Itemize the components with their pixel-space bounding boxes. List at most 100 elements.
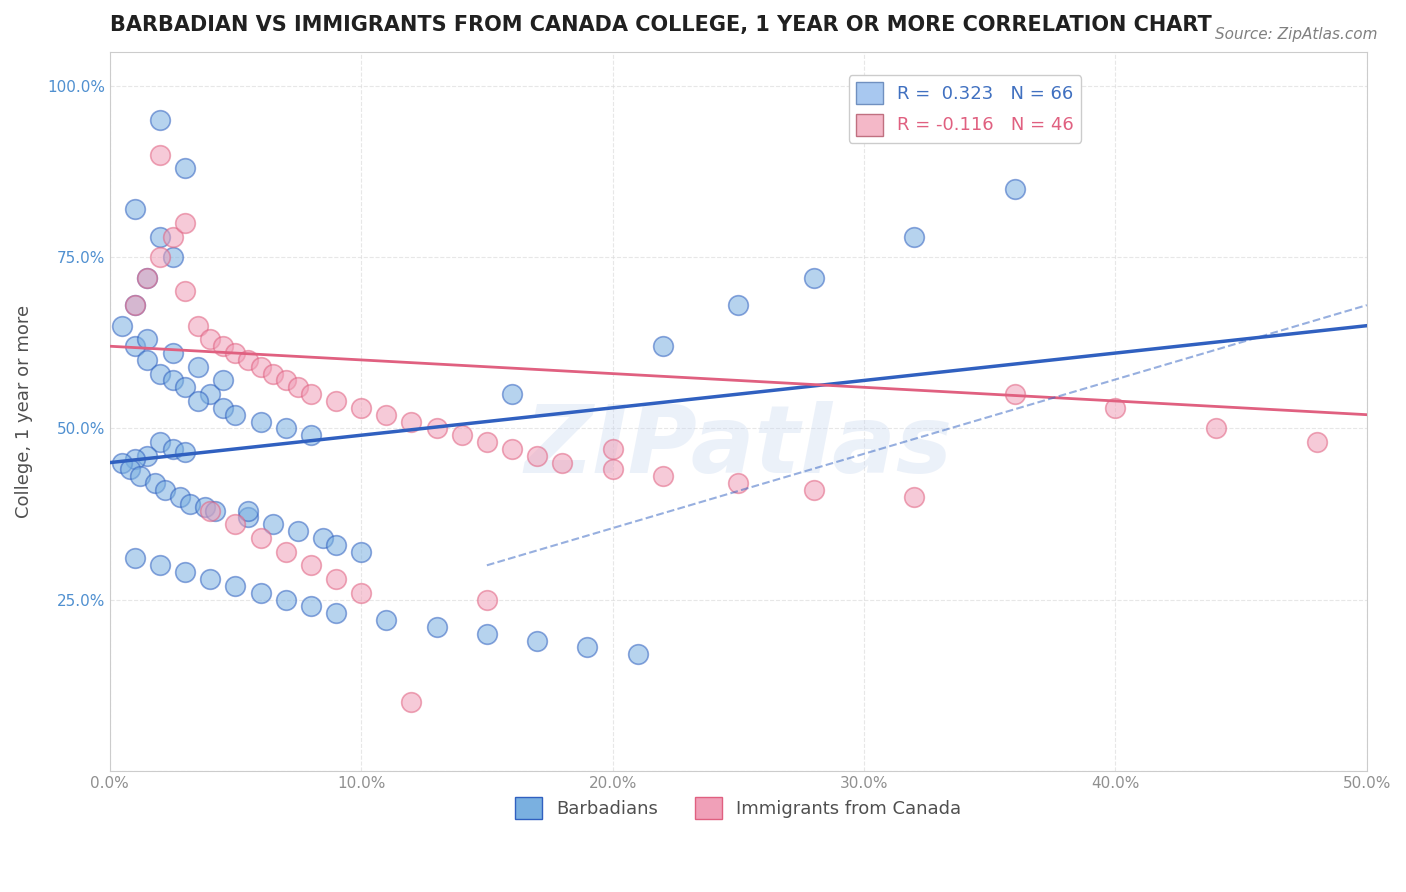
Point xyxy=(375,408,398,422)
Point xyxy=(162,346,184,360)
Point xyxy=(501,442,523,456)
Point xyxy=(187,359,209,374)
Point xyxy=(651,339,673,353)
Point xyxy=(727,476,749,491)
Point xyxy=(149,250,172,264)
Point xyxy=(602,442,624,456)
Point xyxy=(274,374,297,388)
Point xyxy=(475,435,498,450)
Point xyxy=(124,298,146,312)
Point xyxy=(450,428,472,442)
Point xyxy=(426,421,449,435)
Point xyxy=(299,599,322,614)
Point xyxy=(426,620,449,634)
Point xyxy=(249,359,271,374)
Text: ZIPatlas: ZIPatlas xyxy=(524,401,952,493)
Point xyxy=(287,380,309,394)
Point xyxy=(1205,421,1227,435)
Point xyxy=(576,640,599,655)
Point xyxy=(212,401,235,415)
Point xyxy=(143,476,166,491)
Point xyxy=(149,147,172,161)
Point xyxy=(187,318,209,333)
Point xyxy=(124,202,146,217)
Point xyxy=(124,298,146,312)
Point xyxy=(401,415,423,429)
Point xyxy=(1004,387,1026,401)
Point xyxy=(212,339,235,353)
Point xyxy=(325,606,347,620)
Point xyxy=(179,497,201,511)
Point xyxy=(200,332,222,346)
Point xyxy=(224,517,246,532)
Point xyxy=(903,490,925,504)
Point xyxy=(236,352,259,367)
Point xyxy=(1305,435,1327,450)
Point xyxy=(475,627,498,641)
Point xyxy=(136,352,159,367)
Point xyxy=(224,579,246,593)
Point xyxy=(174,216,197,230)
Point xyxy=(274,592,297,607)
Point xyxy=(174,380,197,394)
Point xyxy=(136,270,159,285)
Point xyxy=(111,456,134,470)
Point xyxy=(651,469,673,483)
Point xyxy=(124,452,146,467)
Point xyxy=(262,367,284,381)
Point xyxy=(602,462,624,476)
Point xyxy=(274,421,297,435)
Y-axis label: College, 1 year or more: College, 1 year or more xyxy=(15,305,32,518)
Point xyxy=(1104,401,1126,415)
Point xyxy=(350,585,373,599)
Point xyxy=(526,449,548,463)
Point xyxy=(118,462,141,476)
Point xyxy=(325,572,347,586)
Point xyxy=(224,346,246,360)
Point xyxy=(212,374,235,388)
Point xyxy=(149,367,172,381)
Point xyxy=(299,428,322,442)
Point xyxy=(803,270,825,285)
Point xyxy=(194,500,217,515)
Point xyxy=(174,161,197,176)
Point xyxy=(325,538,347,552)
Point xyxy=(187,394,209,409)
Point xyxy=(136,270,159,285)
Point xyxy=(200,387,222,401)
Point xyxy=(111,318,134,333)
Point xyxy=(136,332,159,346)
Point xyxy=(401,695,423,709)
Point xyxy=(149,113,172,128)
Point xyxy=(287,524,309,538)
Point xyxy=(312,531,335,545)
Point xyxy=(149,229,172,244)
Point xyxy=(350,401,373,415)
Point xyxy=(325,394,347,409)
Point xyxy=(551,456,574,470)
Point xyxy=(153,483,176,497)
Point xyxy=(1004,182,1026,196)
Point xyxy=(526,633,548,648)
Point xyxy=(236,503,259,517)
Point xyxy=(627,648,650,662)
Text: Source: ZipAtlas.com: Source: ZipAtlas.com xyxy=(1215,27,1378,42)
Point xyxy=(249,531,271,545)
Point xyxy=(236,510,259,524)
Point xyxy=(501,387,523,401)
Point xyxy=(727,298,749,312)
Point xyxy=(375,613,398,627)
Point xyxy=(204,503,226,517)
Point xyxy=(224,408,246,422)
Point xyxy=(136,449,159,463)
Point xyxy=(162,250,184,264)
Point xyxy=(129,469,152,483)
Text: BARBADIAN VS IMMIGRANTS FROM CANADA COLLEGE, 1 YEAR OR MORE CORRELATION CHART: BARBADIAN VS IMMIGRANTS FROM CANADA COLL… xyxy=(110,15,1212,35)
Point xyxy=(174,565,197,579)
Point xyxy=(162,442,184,456)
Point xyxy=(162,374,184,388)
Point xyxy=(274,544,297,558)
Point xyxy=(249,585,271,599)
Point xyxy=(249,415,271,429)
Point xyxy=(124,339,146,353)
